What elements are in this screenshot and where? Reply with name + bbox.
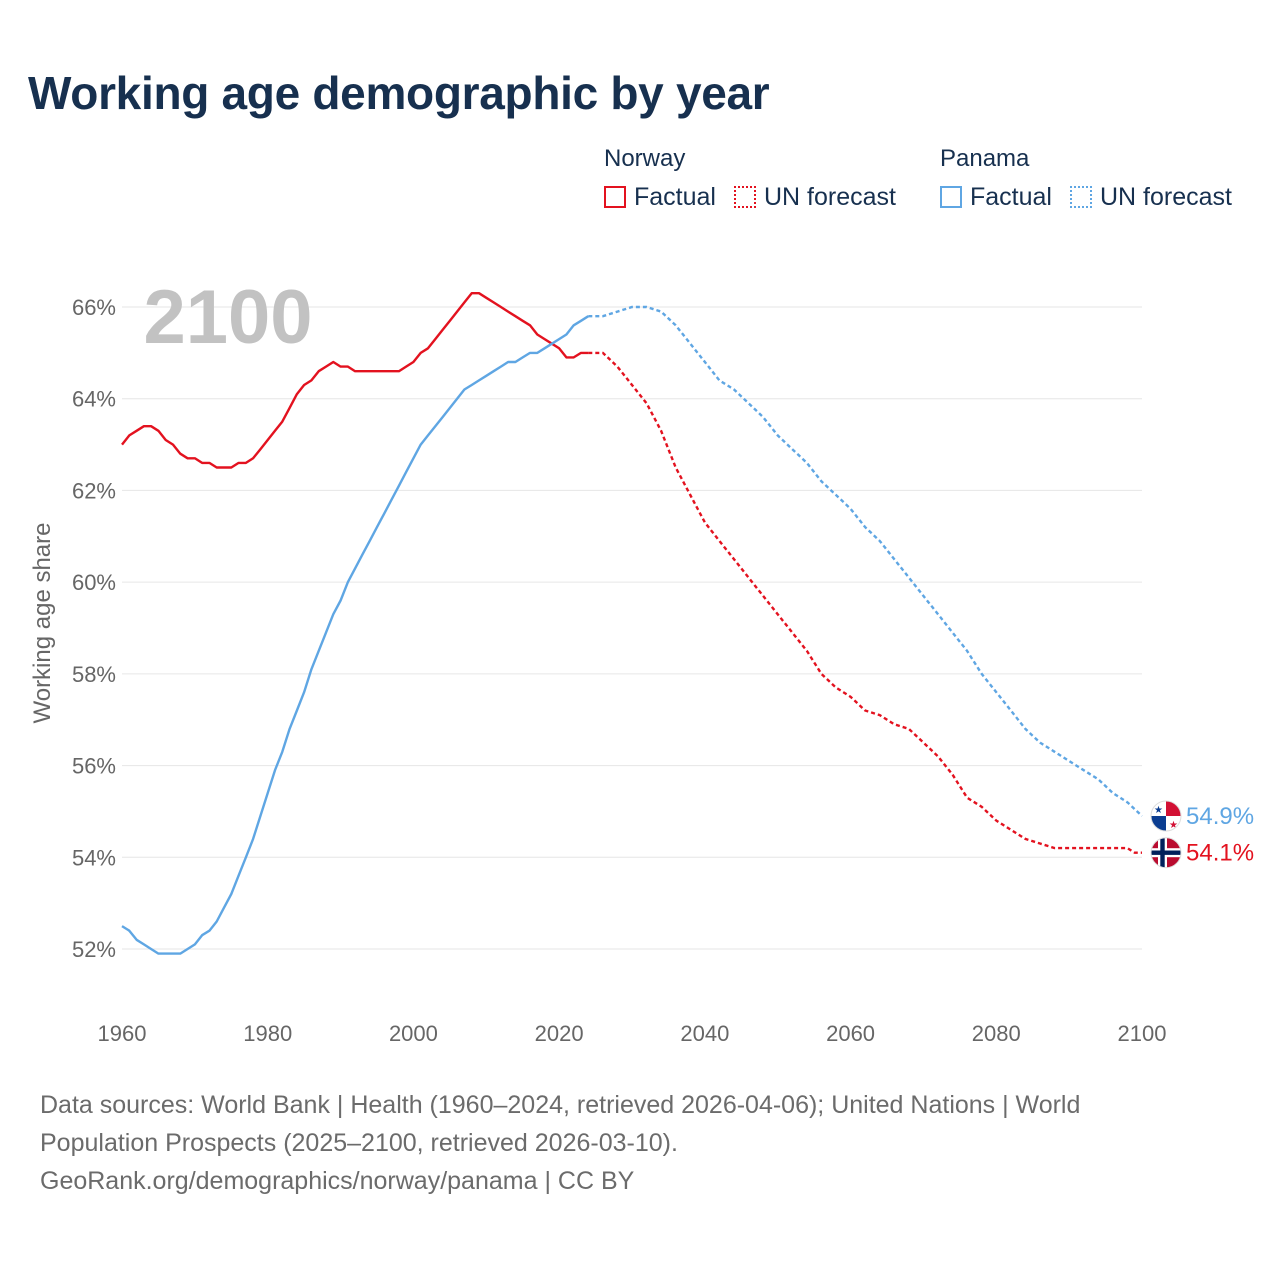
y-tick-label: 52%: [72, 937, 116, 962]
legend-swatch-solid: [940, 186, 962, 208]
legend-country-norway: Norway: [604, 145, 686, 172]
x-tick-label: 2100: [1118, 1021, 1167, 1046]
svg-text:★: ★: [1169, 820, 1178, 831]
x-tick-label: 2080: [972, 1021, 1021, 1046]
norway-flag-icon: [1150, 837, 1182, 869]
series-line-panama-forecast: [588, 305, 1143, 817]
series-line-norway-forecast: [588, 351, 1142, 854]
legend-item-norway-factual[interactable]: Factual: [604, 183, 716, 212]
legend-item-panama-forecast[interactable]: UN forecast: [1069, 182, 1232, 212]
legend-panama: Panama Factual UN forecast: [940, 144, 1250, 218]
legend-label: UN forecast: [1099, 182, 1232, 211]
y-tick-label: 64%: [72, 387, 116, 412]
legend-item-panama-factual[interactable]: Factual: [940, 183, 1052, 212]
x-tick-label: 2020: [535, 1021, 584, 1046]
footer-line[interactable]: GeoRank.org/demographics/norway/panama |…: [40, 1167, 635, 1195]
y-tick-label: 54%: [72, 845, 116, 870]
y-axis-ticks: 52% 54% 56% 58% 60% 62% 64% 66%: [72, 295, 116, 962]
panama-flag-icon: ★ ★: [1150, 800, 1182, 832]
footer-line: Population Prospects (2025–2100, retriev…: [40, 1129, 678, 1157]
legend-country-panama: Panama: [940, 145, 1030, 172]
x-tick-label: 1980: [243, 1021, 292, 1046]
legend-norway: Norway Factual UN forecast: [604, 144, 914, 218]
x-tick-label: 2060: [826, 1021, 875, 1046]
legend-swatch-dotted: [1069, 186, 1092, 208]
line-chart: 2100 52% 54% 56% 58% 60% 62% 64% 66% 1960 1980 20…: [29, 275, 1254, 1046]
legend-item-norway-forecast[interactable]: UN forecast: [733, 182, 896, 212]
svg-text:★: ★: [1154, 805, 1163, 816]
x-tick-label: 2000: [389, 1021, 438, 1046]
y-tick-label: 62%: [72, 478, 116, 503]
chart-title: Working age demographic by year: [28, 67, 770, 119]
legend-swatch-solid: [604, 186, 626, 208]
x-tick-label: 2040: [680, 1021, 729, 1046]
data-sources-footer: Data sources: World Bank | Health (1960–…: [40, 1086, 1240, 1200]
footer-line: Data sources: World Bank | Health (1960–…: [40, 1091, 1081, 1119]
end-value-label-norway: 54.1%: [1186, 840, 1254, 867]
legend-label: UN forecast: [763, 182, 896, 211]
end-value-label-panama: 54.9%: [1186, 803, 1254, 830]
y-tick-label: 58%: [72, 662, 116, 687]
current-year-watermark: 2100: [143, 275, 312, 360]
legend-label: Factual: [970, 182, 1052, 211]
x-axis-ticks: 1960 1980 2000 2020 2040 2060 2080 2100: [98, 1021, 1167, 1046]
y-axis-label: Working age share: [29, 523, 56, 724]
gridlines: [122, 306, 1142, 950]
legend-swatch-dotted: [733, 186, 756, 208]
series-line-norway-factual: [121, 292, 589, 469]
series-line-panama-factual: [121, 315, 589, 955]
x-tick-label: 1960: [98, 1021, 147, 1046]
y-tick-label: 60%: [72, 570, 116, 595]
y-tick-label: 56%: [72, 754, 116, 779]
series-lines: [121, 292, 1143, 955]
legend-label: Factual: [634, 182, 716, 211]
y-tick-label: 66%: [72, 295, 116, 320]
